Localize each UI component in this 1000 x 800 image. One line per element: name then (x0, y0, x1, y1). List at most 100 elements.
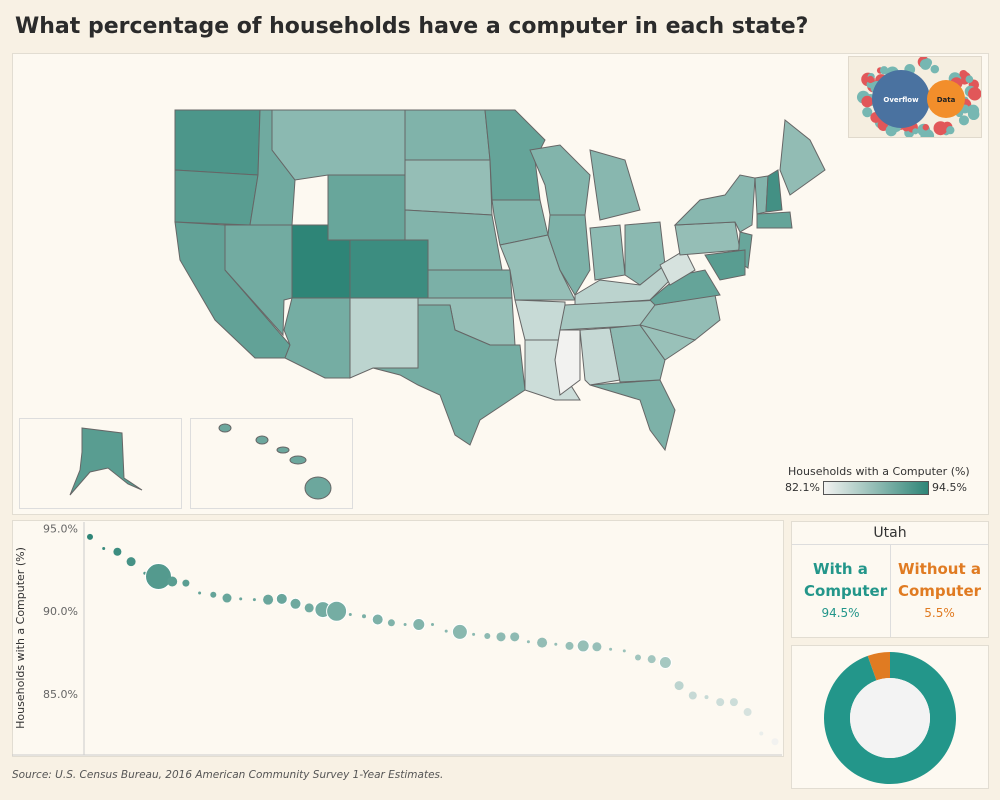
scatter-point[interactable] (431, 622, 434, 626)
scatter-point[interactable] (87, 533, 93, 540)
scatter-point[interactable] (263, 594, 274, 605)
scatter-point[interactable] (145, 563, 172, 591)
state-NM[interactable] (349, 297, 419, 379)
scatter-point[interactable] (472, 632, 476, 636)
state-FL[interactable] (589, 379, 676, 452)
scatter-point[interactable] (658, 655, 672, 669)
state-NH[interactable] (765, 169, 783, 213)
scatter-point[interactable] (622, 649, 626, 653)
state-MD[interactable] (704, 249, 746, 281)
legend-max: 94.5% (931, 481, 967, 494)
scatter-point[interactable] (554, 642, 558, 646)
scatter-point[interactable] (239, 597, 243, 601)
us-map (174, 109, 826, 452)
y-axis-label: Households with a Computer (%) (14, 547, 27, 729)
color-legend: Households with a Computer (%) 82.1% 94.5… (785, 465, 970, 495)
scatter-point[interactable] (510, 632, 520, 642)
state-AZ[interactable] (283, 297, 351, 379)
scatter-point[interactable] (635, 654, 641, 661)
scatter-point[interactable] (371, 613, 384, 626)
logo[interactable]: Overflow Data (848, 56, 982, 143)
state-OR[interactable] (174, 169, 259, 226)
scatter-point[interactable] (326, 600, 348, 622)
state-KS[interactable] (418, 269, 513, 299)
with-label: With a Computer (804, 560, 888, 600)
scatter-chart: Households with a Computer (%) 85.0% 90.0… (12, 522, 782, 756)
state-AL[interactable] (579, 327, 621, 386)
scatter-point[interactable] (674, 681, 684, 691)
state-AR[interactable] (514, 299, 566, 341)
scatter-point[interactable] (729, 698, 738, 707)
without-computer: Without a Computer 5.5% (891, 558, 988, 624)
scatter-point[interactable] (412, 617, 426, 631)
scatter-point[interactable] (198, 591, 202, 595)
scatter-point[interactable] (609, 647, 613, 651)
state-WY[interactable] (327, 174, 406, 241)
state-ME[interactable] (779, 119, 826, 196)
scatter-point[interactable] (716, 698, 725, 707)
state-SD[interactable] (404, 159, 493, 216)
hawaii-inset (190, 418, 353, 509)
scatter-point[interactable] (484, 633, 491, 640)
state-IN[interactable] (589, 224, 626, 281)
scatter-point[interactable] (348, 613, 352, 617)
without-label: Without a Computer (897, 560, 982, 600)
y-tick-label: 95.0% (43, 523, 78, 536)
scatter-point[interactable] (289, 597, 302, 610)
donut-without-slice[interactable] (867, 652, 890, 681)
state-MA[interactable] (756, 211, 793, 229)
scatter-point[interactable] (743, 708, 752, 717)
scatter-point[interactable] (403, 622, 407, 626)
scatter-point[interactable] (576, 639, 590, 653)
legend-gradient (822, 481, 929, 495)
state-detail-card: Utah With a Computer 94.5% Without a Com… (791, 521, 989, 638)
scatter-point[interactable] (526, 640, 530, 644)
donut-chart (824, 652, 956, 784)
scatter-point[interactable] (113, 547, 122, 556)
scatter-point[interactable] (688, 691, 697, 700)
scatter-point[interactable] (759, 731, 764, 736)
state-MI[interactable] (589, 149, 641, 221)
scatter-point[interactable] (252, 598, 256, 602)
donut-with-slice[interactable] (824, 652, 956, 784)
scatter-point[interactable] (537, 637, 548, 648)
with-computer: With a Computer 94.5% (792, 558, 889, 624)
state-TX[interactable] (372, 304, 526, 446)
scatter-point[interactable] (167, 576, 178, 587)
state-WA[interactable] (174, 109, 261, 176)
state-MN[interactable] (484, 109, 546, 201)
state-NY[interactable] (673, 174, 756, 233)
scatter-point[interactable] (210, 591, 217, 598)
state-ND[interactable] (404, 109, 491, 161)
logo-text-overflow: Overflow (883, 96, 919, 104)
legend-min: 82.1% (785, 481, 820, 494)
logo-text-data: Data (937, 96, 956, 104)
state-PA[interactable] (674, 221, 741, 256)
scatter-point[interactable] (362, 614, 366, 619)
scatter-point[interactable] (182, 579, 190, 587)
scatter-point[interactable] (647, 655, 656, 664)
scatter-point[interactable] (444, 629, 448, 633)
scatter-point[interactable] (275, 592, 288, 605)
alaska-inset (19, 418, 182, 509)
scatter-point[interactable] (496, 632, 506, 642)
scatter-point[interactable] (102, 546, 106, 550)
scatter-point[interactable] (387, 619, 395, 627)
scatter-point[interactable] (451, 623, 468, 640)
state-MT[interactable] (271, 109, 406, 181)
state-GA[interactable] (609, 324, 666, 383)
donut-panel (791, 645, 989, 789)
scatter-point[interactable] (565, 641, 574, 650)
scatter-point[interactable] (222, 593, 232, 603)
scatter-point[interactable] (704, 695, 709, 700)
state-WV[interactable] (659, 249, 696, 286)
scatter-point[interactable] (304, 603, 314, 613)
with-pct: 94.5% (821, 606, 860, 620)
state-CO[interactable] (349, 239, 429, 299)
scatter-point[interactable] (771, 738, 779, 746)
state-MS[interactable] (554, 329, 581, 396)
scatter-point[interactable] (592, 642, 602, 652)
y-tick-label: 90.0% (43, 605, 78, 618)
logo-bubbles-icon: Overflow Data (856, 56, 982, 143)
scatter-point[interactable] (126, 557, 136, 567)
